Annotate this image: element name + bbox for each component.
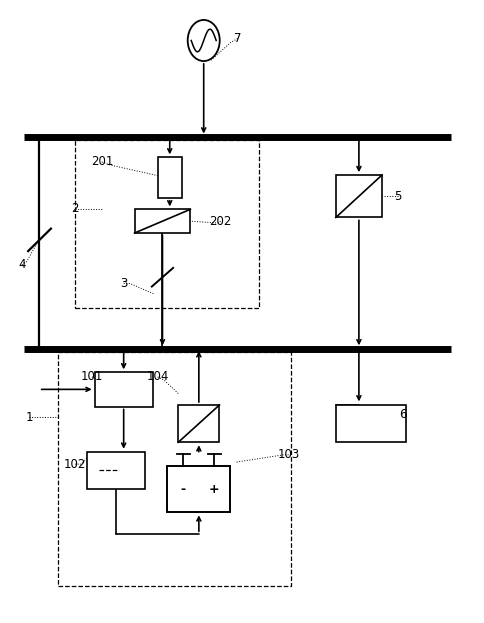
Bar <box>94 373 152 407</box>
Text: 201: 201 <box>91 156 113 168</box>
Text: 5: 5 <box>393 190 401 202</box>
Text: 3: 3 <box>120 277 127 290</box>
Bar <box>135 209 190 233</box>
Text: 103: 103 <box>277 449 299 461</box>
Bar <box>87 452 145 489</box>
Text: +: + <box>209 483 219 495</box>
Bar <box>167 466 230 512</box>
Bar <box>335 175 381 217</box>
Text: 2: 2 <box>71 202 79 215</box>
Text: 6: 6 <box>398 408 406 421</box>
Text: 102: 102 <box>64 458 86 470</box>
Text: -: - <box>181 483 185 495</box>
Bar <box>178 405 219 442</box>
Text: 4: 4 <box>18 259 26 271</box>
Text: 202: 202 <box>209 215 231 227</box>
Text: 101: 101 <box>81 371 103 383</box>
Text: 7: 7 <box>233 32 241 45</box>
Bar <box>335 405 405 442</box>
Text: 104: 104 <box>146 371 168 383</box>
Bar <box>157 158 182 198</box>
Text: 1: 1 <box>25 411 33 424</box>
